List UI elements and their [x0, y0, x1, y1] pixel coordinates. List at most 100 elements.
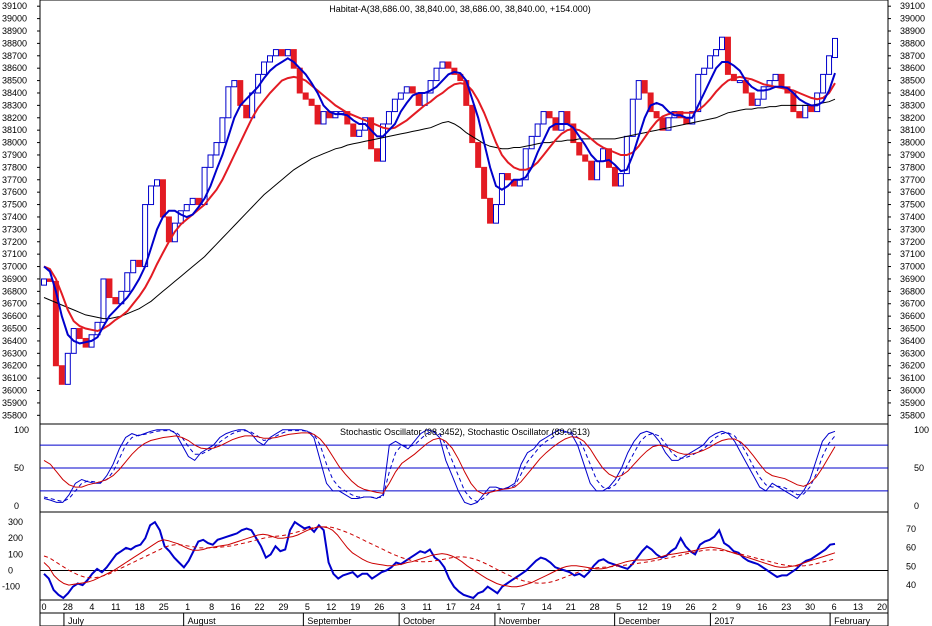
x-day-label: 11: [111, 602, 120, 612]
candle: [183, 204, 190, 212]
candle: [576, 142, 583, 156]
price-panel: 35800 35800 35900 35900 36000 36000 36100 36100…: [2, 0, 925, 425]
x-day-label: 25: [159, 602, 169, 612]
y-tick-label-left: 36500: [2, 324, 27, 334]
x-day-label: 12: [638, 602, 648, 612]
candle: [124, 272, 131, 292]
candle: [635, 80, 642, 100]
candle: [558, 111, 565, 131]
stoch-tick-label-right: 100: [914, 425, 929, 435]
candle: [225, 86, 232, 119]
candle: [647, 92, 654, 113]
y-tick-label-left: 35900: [2, 398, 27, 408]
x-day-label: 16: [231, 602, 241, 612]
y-tick-label-right: 38800: [900, 38, 925, 48]
y-tick-label-left: 37500: [2, 200, 27, 210]
y-tick-label-right: 38600: [900, 63, 925, 73]
y-tick-label-right: 36700: [900, 299, 925, 309]
stochastic-line: [43, 429, 836, 506]
momentum-tick-label-right: 40: [906, 580, 916, 590]
x-day-label: 8: [209, 602, 214, 612]
x-day-label: 13: [853, 602, 863, 612]
momentum-tick-label-right: 70: [906, 524, 916, 534]
y-tick-label-right: 36000: [900, 386, 925, 396]
candle: [439, 61, 446, 69]
momentum-tick-label-left: 0: [8, 566, 13, 576]
x-day-label: 20: [877, 602, 887, 612]
stochastic-panel: 0 0 50 50 100 100: [14, 423, 929, 513]
candle: [267, 55, 273, 63]
momentum-frame: [39, 511, 889, 601]
y-tick-label-left: 38400: [2, 88, 27, 98]
candle: [374, 148, 381, 162]
candle: [219, 117, 226, 144]
y-tick-label-left: 38200: [2, 113, 27, 123]
candle: [445, 61, 452, 69]
candle: [534, 123, 541, 137]
momentum-tick-label-left: 200: [8, 533, 23, 543]
candle: [415, 92, 422, 106]
x-axis: 0 28 4 11 18 25 1 8 16 22 29 5 12 19 26 3 11 17 24 1 7 14 21 28…: [39, 599, 889, 626]
candle: [243, 104, 250, 119]
x-day-label: 5: [305, 602, 310, 612]
x-month-label: July: [68, 616, 85, 626]
y-tick-label-right: 38500: [900, 76, 925, 86]
candle: [100, 278, 107, 323]
candle: [58, 365, 65, 385]
candle: [570, 123, 577, 144]
y-tick-label-right: 37900: [900, 150, 925, 160]
candle: [296, 67, 303, 94]
sma-mid-line: [43, 75, 836, 333]
candle: [391, 98, 398, 113]
y-tick-label-right: 38900: [900, 26, 925, 36]
candle: [94, 321, 101, 336]
candle: [736, 80, 743, 84]
candle: [600, 148, 607, 162]
y-tick-label-left: 37700: [2, 175, 27, 185]
y-tick-label-right: 36900: [900, 274, 925, 284]
stoch-tick-label-left: 50: [14, 463, 24, 473]
candle: [546, 111, 553, 119]
x-day-label: 18: [135, 602, 145, 612]
candle: [760, 86, 767, 100]
y-tick-label-left: 37400: [2, 212, 27, 222]
y-tick-label-left: 38800: [2, 38, 27, 48]
candle: [540, 111, 547, 125]
y-tick-label-left: 36600: [2, 311, 27, 321]
x-day-label: 11: [422, 602, 431, 612]
candle: [350, 123, 357, 137]
candle: [617, 173, 624, 187]
x-day-label: 17: [446, 602, 456, 612]
candle: [653, 111, 660, 119]
x-day-label: 5: [616, 602, 621, 612]
candle: [308, 98, 315, 106]
stochastic-title: Stochastic Oscillator (98.3452), Stochas…: [340, 427, 590, 437]
x-month-label: September: [307, 616, 351, 626]
candle: [766, 80, 773, 88]
y-tick-label-right: 38300: [900, 100, 925, 110]
y-tick-label-right: 38100: [900, 125, 925, 135]
candle: [136, 259, 143, 268]
x-month-label: 2017: [714, 616, 734, 626]
candle: [778, 73, 785, 88]
x-day-label: 14: [542, 602, 552, 612]
y-tick-label-left: 36400: [2, 336, 27, 346]
y-tick-label-left: 36900: [2, 274, 27, 284]
candle: [380, 123, 386, 162]
x-month-label: November: [499, 616, 541, 626]
y-tick-label-right: 36400: [900, 336, 925, 346]
momentum-tick-label-left: -100: [2, 582, 20, 592]
y-tick-label-right: 38400: [900, 88, 925, 98]
y-tick-label-left: 37900: [2, 150, 27, 160]
y-tick-label-left: 38900: [2, 26, 27, 36]
x-day-label: 26: [374, 602, 384, 612]
x-day-label: 0: [41, 602, 46, 612]
sma-long-line: [43, 98, 836, 320]
x-day-label: 19: [662, 602, 672, 612]
candle: [641, 80, 648, 94]
x-month-label: December: [619, 616, 661, 626]
candle: [582, 154, 589, 162]
candle: [397, 92, 404, 100]
x-day-label: 28: [63, 602, 73, 612]
y-tick-label-right: 36600: [900, 311, 925, 321]
